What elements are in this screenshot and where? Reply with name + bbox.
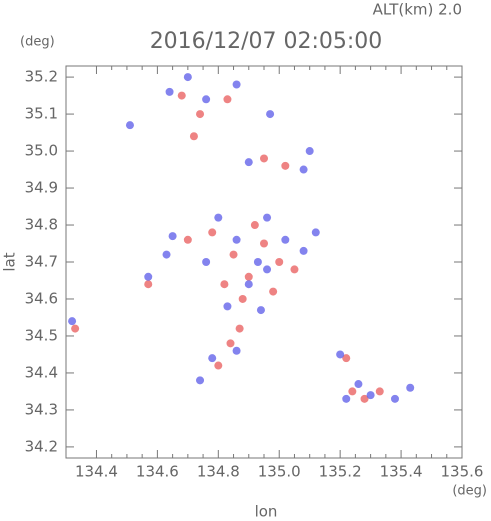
echo-point (214, 361, 223, 370)
y-tick-label: 34.4 (25, 363, 58, 381)
echo-point (202, 95, 211, 104)
echo-point (260, 239, 268, 248)
x-tick-label: 134.4 (75, 463, 118, 481)
y-unit: (deg) (20, 35, 55, 50)
y-tick-label: 34.6 (25, 289, 58, 307)
x-tick-label: 135.2 (319, 463, 362, 481)
echo-point (168, 232, 177, 241)
x-tick-label: 134.8 (197, 463, 240, 481)
echo-point (235, 324, 244, 333)
x-tick-label: 135.0 (258, 463, 301, 481)
y-tick-label: 34.9 (25, 179, 58, 197)
plot-frame (65, 65, 463, 459)
echo-point (336, 350, 345, 359)
echo-point (266, 110, 275, 119)
echo-point (366, 391, 375, 400)
echo-point (256, 306, 265, 315)
x-unit: (deg) (452, 484, 487, 499)
echo-point (253, 258, 262, 266)
echo-point (208, 354, 217, 363)
y-tick-label: 34.3 (25, 400, 58, 418)
echo-point (144, 280, 153, 289)
echo-point (68, 317, 77, 326)
y-tick-label: 34.2 (25, 437, 58, 455)
echo-point (220, 280, 229, 289)
echo-point (232, 346, 241, 355)
echo-point (281, 235, 290, 244)
echo-point (144, 272, 153, 281)
echo-point (165, 87, 174, 96)
echo-point (189, 132, 198, 141)
echo-point (299, 246, 308, 255)
echo-point (390, 394, 399, 403)
echo-point (263, 265, 272, 274)
echo-point (299, 165, 308, 174)
echo-point (290, 265, 299, 274)
echo-point (71, 324, 80, 333)
echo-point (342, 354, 351, 363)
echo-point (183, 73, 192, 82)
x-tick-label: 135.6 (441, 463, 484, 481)
echo-point (269, 287, 278, 296)
echo-point (263, 213, 272, 222)
chart-title: 2016/12/07 02:05:00 (150, 29, 383, 54)
echo-point (183, 235, 192, 244)
y-tick-label: 35.1 (25, 105, 58, 123)
y-tick-label: 35.2 (25, 68, 58, 86)
echo-point (223, 302, 232, 311)
echo-point (232, 80, 241, 89)
echo-point (214, 213, 223, 222)
echo-point (342, 394, 351, 403)
echo-point (406, 383, 415, 392)
echo-point (226, 339, 235, 348)
altitude-label: ALT(km) 2.0 (373, 1, 462, 19)
x-axis-label: lon (255, 503, 278, 521)
y-tick-label: 35.0 (25, 142, 58, 160)
echo-point (305, 147, 314, 156)
echo-point (244, 280, 253, 289)
echo-point (196, 110, 205, 119)
echo-point (177, 91, 186, 100)
echo-point (375, 387, 384, 396)
echo-point (232, 235, 241, 244)
y-axis-label: lat (1, 252, 19, 271)
echo-point (244, 158, 253, 167)
echo-point (125, 121, 134, 130)
echo-point (244, 272, 253, 281)
echo-point (208, 228, 217, 237)
echo-point (223, 95, 232, 104)
echo-point (311, 228, 320, 237)
echo-point (238, 294, 247, 303)
echo-point (275, 258, 284, 266)
echo-point (250, 221, 259, 230)
y-tick-label: 34.8 (25, 216, 58, 234)
echo-point (229, 250, 238, 259)
x-tick-label: 134.6 (136, 463, 179, 481)
echo-point (360, 394, 369, 403)
echo-point (260, 154, 268, 163)
y-tick-label: 34.5 (25, 326, 58, 344)
x-tick-label: 135.4 (380, 463, 423, 481)
y-tick-label: 34.7 (25, 253, 58, 271)
echo-point (348, 387, 357, 396)
echo-point (202, 258, 211, 266)
echo-point (281, 161, 290, 170)
echo-point (196, 376, 205, 385)
echo-point (354, 380, 363, 389)
echo-point (162, 250, 171, 259)
